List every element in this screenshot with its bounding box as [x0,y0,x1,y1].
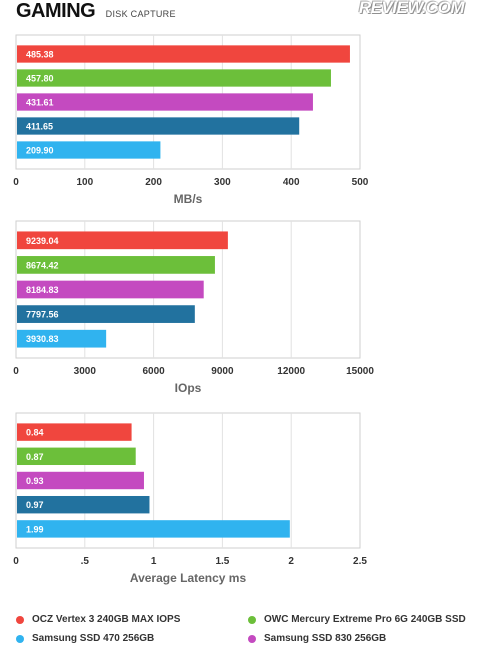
bar-value-label: 431.61 [26,98,54,108]
bar-value-label: 3930.83 [26,334,59,344]
x-tick-label: 2 [288,556,294,567]
bar [17,117,300,135]
x-axis-label: Average Latency ms [130,571,247,585]
x-tick-label: 0 [13,177,19,188]
x-tick-label: 3000 [74,366,97,377]
bar [17,329,107,348]
bar-value-label: 457.80 [26,74,54,84]
x-tick-label: 1 [151,556,157,567]
bar [17,280,204,299]
bar [17,141,161,159]
legend-label: Samsung SSD 830 256GB [264,633,387,644]
x-tick-label: 9000 [211,366,234,377]
bar [17,520,290,538]
bar [17,69,331,87]
x-tick-label: 12000 [277,366,305,377]
legend-item-ocz: OCZ Vertex 3 240GB MAX IOPS [16,614,180,625]
legend-label: OWC Mercury Extreme Pro 6G 240GB SSD [264,614,466,625]
legend-item-samsung-470: Samsung SSD 470 256GB [16,633,154,644]
bar [17,93,313,111]
x-tick-label: 300 [214,177,231,188]
x-tick-label: 200 [145,177,162,188]
x-tick-label: 500 [352,177,369,188]
charts-canvas: 0 100 200 300 400 500MB/s485.38457.80431.6141… [13,34,374,585]
brand-logo: REVIEW.COM [358,0,465,17]
legend-swatch [16,634,24,643]
x-axis-label: MB/s [174,192,203,206]
bar [17,495,150,514]
bar-value-label: 1.99 [26,524,44,534]
x-tick-label: 0 [13,556,19,567]
bar-value-label: 7797.56 [26,310,59,320]
x-axis-label: IOps [175,381,202,395]
x-tick-label: 0 [13,366,19,377]
legend-item-samsung-830: Samsung SSD 830 256GB [248,633,386,644]
page-subtitle: DISK CAPTURE [105,9,176,19]
x-tick-label: 2.5 [353,556,367,567]
bar-value-label: 0.97 [26,500,44,510]
x-tick-label: 1.5 [215,556,229,567]
bar [17,45,350,63]
bar [17,423,132,441]
legend-label: OCZ Vertex 3 240GB MAX IOPS [32,614,181,625]
bar [17,471,144,490]
bar-value-label: 0.87 [26,452,44,462]
x-tick-label: .5 [81,556,90,567]
bar-value-label: 0.84 [26,428,44,438]
bar-value-label: 0.93 [26,476,44,486]
bar-value-label: 8674.42 [26,260,59,270]
legend-swatch [248,634,256,643]
bar [17,256,215,274]
legend-swatch [16,615,24,624]
bar-value-label: 8184.83 [26,285,59,295]
header: GAMING DISK CAPTURE [16,0,176,22]
bar [17,231,228,250]
bar-value-label: 9239.04 [26,236,59,246]
bar-value-label: 209.90 [26,146,54,156]
x-tick-label: 400 [283,177,300,188]
bar-value-label: 485.38 [26,50,54,60]
bar [17,447,136,466]
bar [17,305,195,323]
legend-item-owc: OWC Mercury Extreme Pro 6G 240GB SSD [248,614,466,625]
legend-label: Samsung SSD 470 256GB [32,633,155,644]
x-tick-label: 15000 [346,366,374,377]
legend-swatch [248,615,256,624]
x-tick-label: 100 [76,177,93,188]
bar-value-label: 411.65 [26,122,53,132]
page-title: GAMING [16,0,96,22]
x-tick-label: 6000 [142,366,165,377]
